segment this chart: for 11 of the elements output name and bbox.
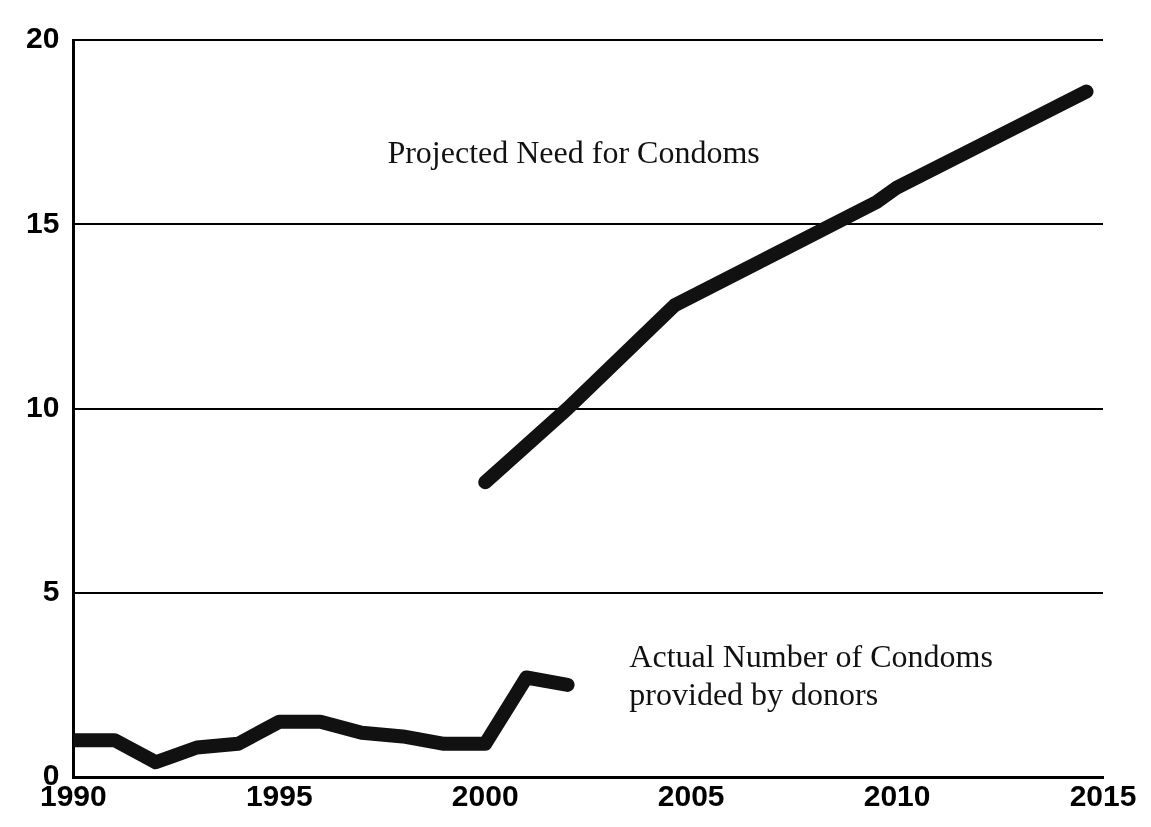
x-tick-label: 1995 — [245, 779, 313, 813]
series-label: Actual Number of Condoms provided by donors — [629, 638, 993, 713]
y-tick-label: 20 — [25, 21, 60, 55]
x-tick-label: 2005 — [657, 779, 725, 813]
x-tick-label: 2010 — [863, 779, 931, 813]
y-tick-label: 10 — [25, 389, 60, 423]
y-tick-label: 5 — [42, 574, 60, 608]
x-tick-label: 2000 — [451, 779, 519, 813]
x-tick-label: 2015 — [1069, 779, 1137, 813]
text: Projected Need for Condoms — [387, 133, 760, 170]
y-tick-label: 15 — [25, 205, 60, 239]
